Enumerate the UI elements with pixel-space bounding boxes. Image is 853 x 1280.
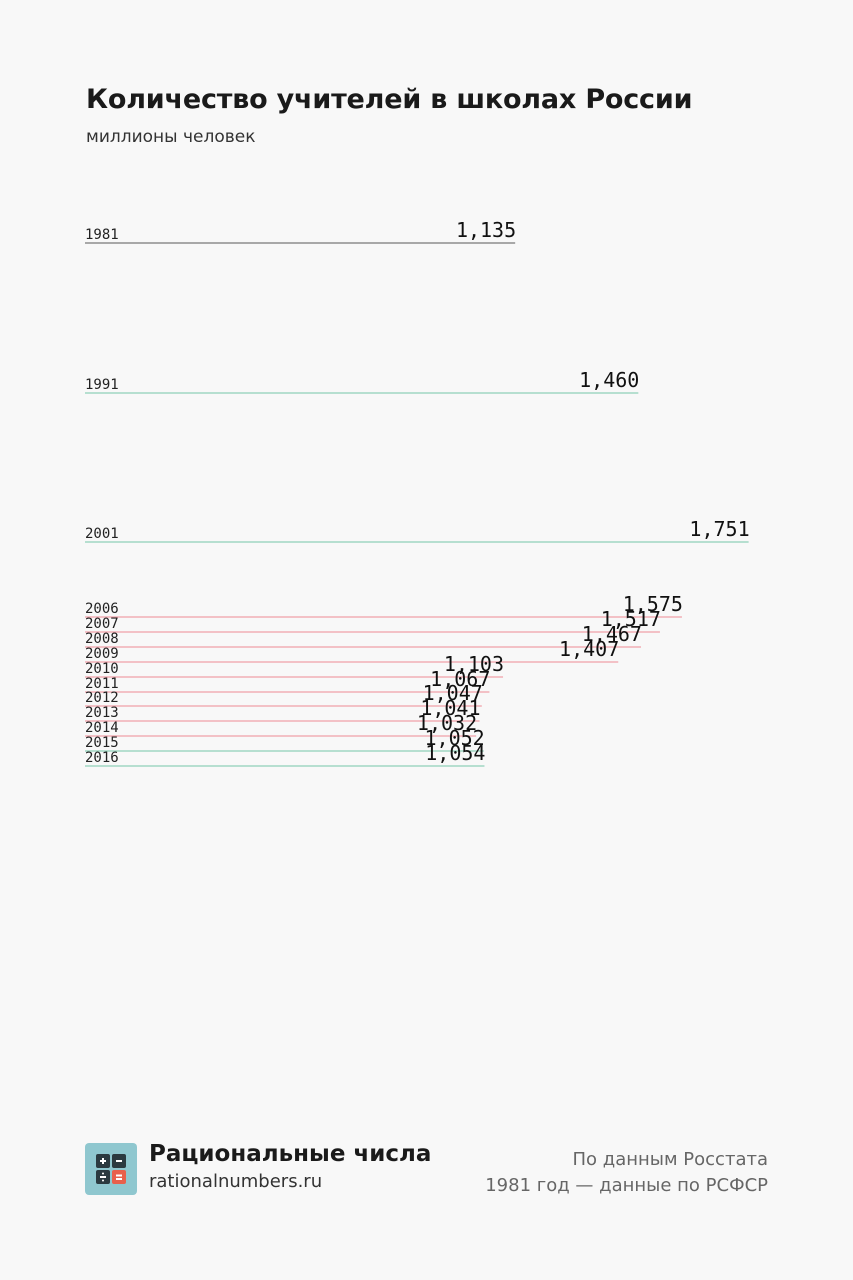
source-line-1: По данным Росстата <box>572 1149 769 1170</box>
year-label-2016: 2016 <box>85 750 119 766</box>
value-label-2013: 1,041 <box>420 696 480 720</box>
value-label-2009: 1,407 <box>559 637 619 661</box>
year-label-2001: 2001 <box>85 526 119 542</box>
year-label-2006: 2006 <box>85 601 119 617</box>
brand-url[interactable]: rationalnumbers.ru <box>149 1171 323 1192</box>
source-line-2: 1981 год — данные по РСФСР <box>485 1175 768 1196</box>
value-label-2008: 1,467 <box>582 622 642 646</box>
value-label-2011: 1,067 <box>430 667 490 691</box>
year-label-1981: 1981 <box>85 227 119 243</box>
year-label-2014: 2014 <box>85 720 119 736</box>
value-label-2014: 1,032 <box>417 711 477 735</box>
source-note: По данным Росстата 1981 год — данные по … <box>485 1147 768 1199</box>
chart-subtitle: миллионы человек <box>86 127 256 147</box>
value-label-2006: 1,575 <box>623 592 683 616</box>
year-label-2008: 2008 <box>85 631 119 647</box>
year-label-2007: 2007 <box>85 616 119 632</box>
year-label-2009: 2009 <box>85 646 119 662</box>
chart-title: Количество учителей в школах России <box>86 84 693 115</box>
year-label-2012: 2012 <box>85 690 119 706</box>
year-label-2015: 2015 <box>85 735 119 751</box>
value-label-1991: 1,460 <box>579 368 639 392</box>
calculator-icon <box>96 1154 126 1184</box>
value-label-2001: 1,751 <box>689 517 749 541</box>
value-label-2007: 1,517 <box>601 607 661 631</box>
value-label-2010: 1,103 <box>444 652 504 676</box>
year-label-1991: 1991 <box>85 377 119 393</box>
year-label-2013: 2013 <box>85 705 119 721</box>
brand-name: Рациональные числа <box>149 1141 432 1167</box>
teachers-chart: 1981 1,135 1991 1,460 2001 1,751 2006 1,575 2007… <box>85 218 750 767</box>
value-label-1981: 1,135 <box>456 218 516 242</box>
value-label-2015: 1,052 <box>424 726 484 750</box>
value-label-2012: 1,047 <box>423 681 483 705</box>
value-label-2016: 1,054 <box>425 741 485 765</box>
year-label-2010: 2010 <box>85 661 119 677</box>
year-label-2011: 2011 <box>85 676 119 692</box>
logo-calculator-icon <box>85 1143 137 1195</box>
